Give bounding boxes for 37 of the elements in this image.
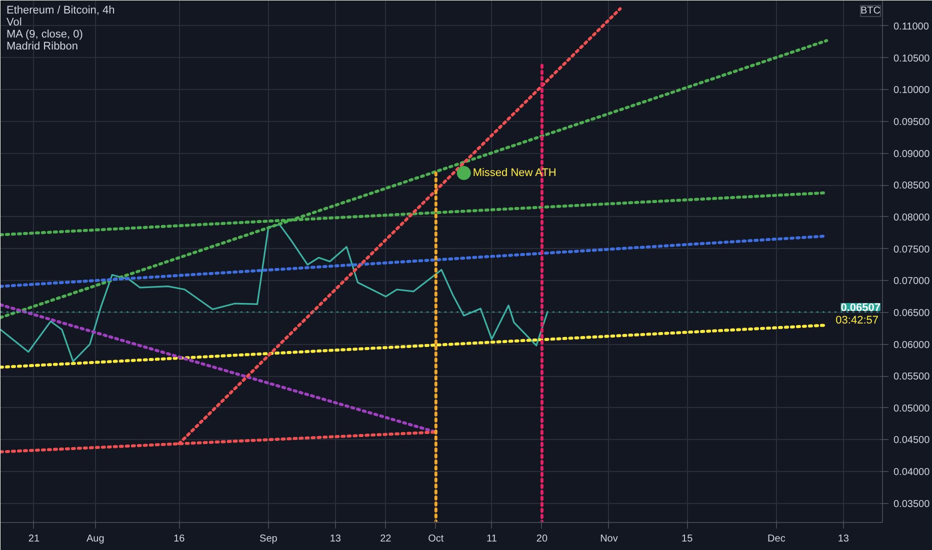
x-tick-label: Dec [768, 534, 786, 544]
y-tick-label: 0.06000 [894, 340, 930, 351]
x-tick-label: 22 [380, 534, 392, 544]
y-tick-label: 0.07000 [894, 276, 930, 288]
y-tick-label: 0.09000 [894, 148, 930, 160]
x-tick-label: Aug [86, 534, 104, 544]
x-tick-label: 16 [174, 534, 186, 544]
y-tick-label: 0.10500 [894, 53, 930, 64]
chart-title: Ethereum / Bitcoin, 4h [6, 4, 115, 16]
y-tick-label: 0.11000 [894, 21, 930, 32]
y-tick-label: 0.06500 [894, 308, 930, 319]
x-tick-label: 21 [28, 534, 40, 544]
y-tick-label: 0.03500 [894, 498, 930, 510]
x-tick-label: 13 [330, 534, 342, 544]
x-tick-label: 11 [486, 534, 498, 544]
annotation: Vol [6, 16, 22, 28]
y-tick-label: 0.04000 [894, 467, 930, 478]
x-tick-label: 20 [536, 534, 548, 544]
ref-line-label: 0.06507 [840, 302, 881, 314]
x-tick-label: 13 [838, 534, 850, 544]
y-tick-label: 0.04500 [894, 435, 930, 446]
y-tick-label: 0.05000 [894, 403, 930, 414]
annotation: Missed New ATH [472, 167, 556, 180]
x-tick-label: 15 [682, 534, 694, 544]
y-tick-label: 0.05500 [894, 372, 930, 383]
x-tick-label: Nov [600, 534, 618, 544]
annotation: Madrid Ribbon [6, 40, 78, 52]
y-tick-label: 0.07500 [894, 244, 930, 256]
x-tick-label: Oct [428, 534, 444, 544]
annotation: MA (9, close, 0) [6, 28, 83, 40]
y-tick-label: 0.08500 [894, 180, 930, 192]
y-axis-title: BTC [860, 6, 880, 16]
y-tick-label: 0.10000 [894, 85, 930, 96]
annotation: 03:42:57 [836, 314, 879, 327]
y-tick-label: 0.09500 [894, 116, 930, 128]
y-tick-label: 0.08000 [894, 212, 930, 224]
x-tick-label: Sep [260, 534, 278, 544]
